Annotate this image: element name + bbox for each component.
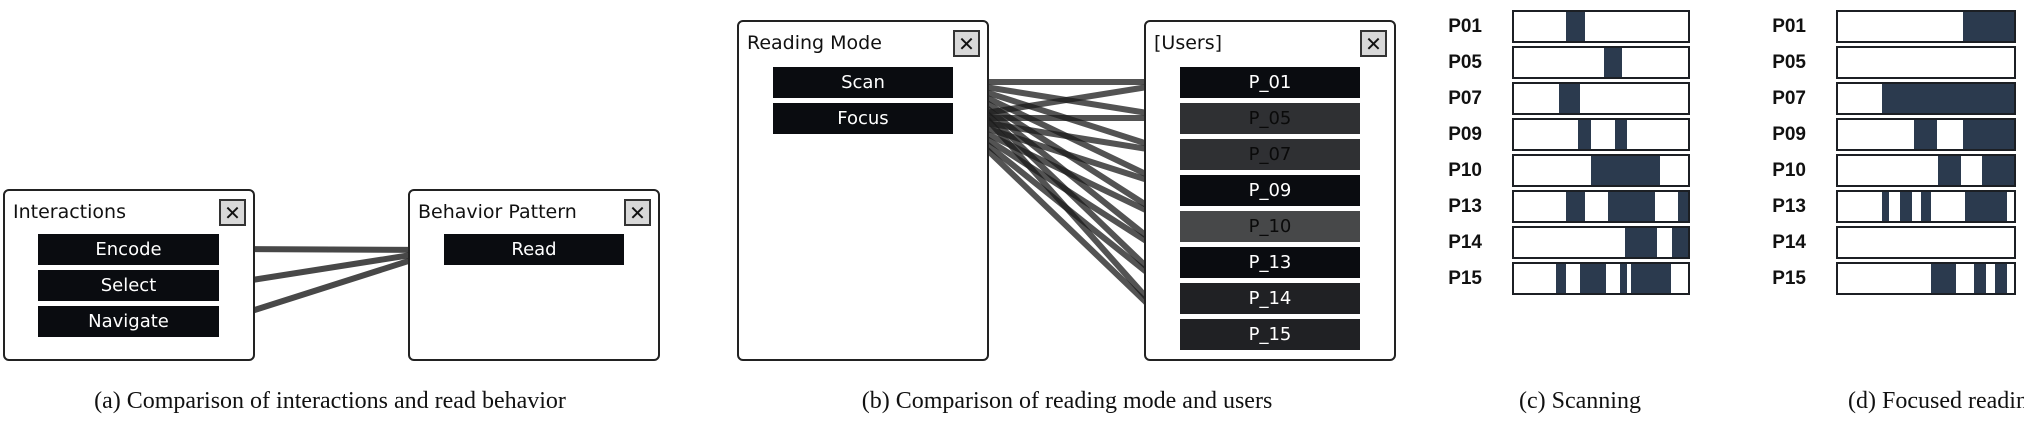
reading-segment	[1938, 156, 1962, 185]
row-label-p13: P13	[1772, 196, 1806, 217]
link-mode-user	[951, 115, 1182, 193]
link-interaction-read	[217, 247, 446, 324]
timeline-track	[1512, 226, 1690, 259]
node-p01[interactable]: P_01	[1179, 66, 1361, 99]
node-p07[interactable]: P_07	[1179, 138, 1361, 171]
timeline-track	[1836, 10, 2016, 43]
row-label-p09: P09	[1448, 124, 1482, 145]
node-p05[interactable]: P_05	[1179, 102, 1361, 135]
reading-segment	[1882, 84, 2014, 113]
link-mode-user	[951, 115, 1182, 229]
node-p14[interactable]: P_14	[1179, 282, 1361, 315]
reading-segment	[1899, 192, 1912, 221]
close-icon[interactable]: ✕	[219, 199, 246, 226]
behavior-pattern-panel-title: Behavior Pattern	[418, 201, 577, 223]
node-scan[interactable]: Scan	[772, 66, 954, 99]
caption-a: (a) Comparison of interactions and read …	[94, 388, 566, 414]
reading-segment	[1620, 264, 1628, 293]
row-label-p15: P15	[1448, 268, 1482, 289]
reading-segment	[1964, 192, 2007, 221]
row-label-p15: P15	[1772, 268, 1806, 289]
behavior-pattern-panel[interactable]: Behavior Pattern ✕	[408, 189, 660, 361]
link-mode-user	[951, 115, 1182, 301]
reading-segment	[1931, 264, 1956, 293]
reading-segment	[1566, 12, 1586, 41]
node-p10[interactable]: P_10	[1179, 210, 1361, 243]
close-icon[interactable]: ✕	[953, 30, 980, 57]
caption-b: (b) Comparison of reading mode and users	[861, 388, 1273, 414]
close-icon[interactable]: ✕	[1360, 30, 1387, 57]
reading-segment	[1962, 12, 2014, 41]
link-mode-user	[951, 115, 1182, 337]
reading-segment	[1604, 48, 1622, 77]
timeline-track	[1512, 118, 1690, 151]
timeline-track	[1512, 190, 1690, 223]
row-label-p07: P07	[1772, 88, 1806, 109]
reading-segment	[1677, 192, 1688, 221]
node-p15[interactable]: P_15	[1179, 318, 1361, 351]
timeline-track	[1836, 46, 2016, 79]
reading-segment	[1882, 192, 1890, 221]
row-label-p10: P10	[1448, 160, 1482, 181]
row-label-p05: P05	[1772, 52, 1806, 73]
timeline-track	[1512, 82, 1690, 115]
reading-segment	[1607, 192, 1655, 221]
node-focus[interactable]: Focus	[772, 102, 954, 135]
row-label-p10: P10	[1772, 160, 1806, 181]
caption-d: (d) Focused reading	[1848, 388, 2024, 414]
reading-segment	[1590, 156, 1661, 185]
row-label-p01: P01	[1772, 16, 1806, 37]
reading-segment	[1973, 264, 1986, 293]
timeline-track	[1512, 262, 1690, 295]
timeline-track	[1512, 154, 1690, 187]
timeline-track	[1836, 190, 2016, 223]
row-label-p14: P14	[1448, 232, 1482, 253]
row-label-p14: P14	[1772, 232, 1806, 253]
timeline-track	[1836, 226, 2016, 259]
timeline-track	[1836, 118, 2016, 151]
reading-segment	[1994, 264, 2007, 293]
link-mode-user	[951, 79, 1182, 121]
node-encode[interactable]: Encode	[37, 233, 220, 266]
reading-segment	[1630, 264, 1671, 293]
link-interaction-read	[217, 247, 446, 288]
reading-segment	[1625, 228, 1657, 257]
row-label-p01: P01	[1448, 16, 1482, 37]
reading-segment	[1913, 120, 1937, 149]
reading-segment	[1982, 156, 2014, 185]
reading-segment	[1962, 120, 2014, 149]
users-panel-title: [Users]	[1154, 32, 1223, 54]
timeline-track	[1512, 46, 1690, 79]
reading-segment	[1614, 120, 1628, 149]
caption-c: (c) Scanning	[1519, 388, 1641, 414]
reading-segment	[1920, 192, 1932, 221]
reading-segment	[1580, 264, 1607, 293]
interactions-panel-title: Interactions	[13, 201, 126, 223]
timeline-track	[1836, 82, 2016, 115]
row-label-p13: P13	[1448, 196, 1482, 217]
close-icon[interactable]: ✕	[624, 199, 651, 226]
node-select[interactable]: Select	[37, 269, 220, 302]
reading-segment	[1578, 120, 1591, 149]
timeline-track	[1836, 262, 2016, 295]
node-p13[interactable]: P_13	[1179, 246, 1361, 279]
reading-segment	[1566, 192, 1586, 221]
reading-mode-panel-title: Reading Mode	[747, 32, 882, 54]
reading-segment	[1672, 228, 1688, 257]
row-label-p05: P05	[1448, 52, 1482, 73]
row-label-p07: P07	[1448, 88, 1482, 109]
link-interaction-read	[217, 246, 446, 253]
timeline-track	[1836, 154, 2016, 187]
node-p09[interactable]: P_09	[1179, 174, 1361, 207]
node-read[interactable]: Read	[443, 233, 625, 266]
row-label-p09: P09	[1772, 124, 1806, 145]
reading-segment	[1559, 84, 1581, 113]
node-navigate[interactable]: Navigate	[37, 305, 220, 338]
link-mode-user	[951, 115, 1182, 265]
reading-segment	[1555, 264, 1567, 293]
link-mode-user	[951, 115, 1182, 157]
timeline-track	[1512, 10, 1690, 43]
